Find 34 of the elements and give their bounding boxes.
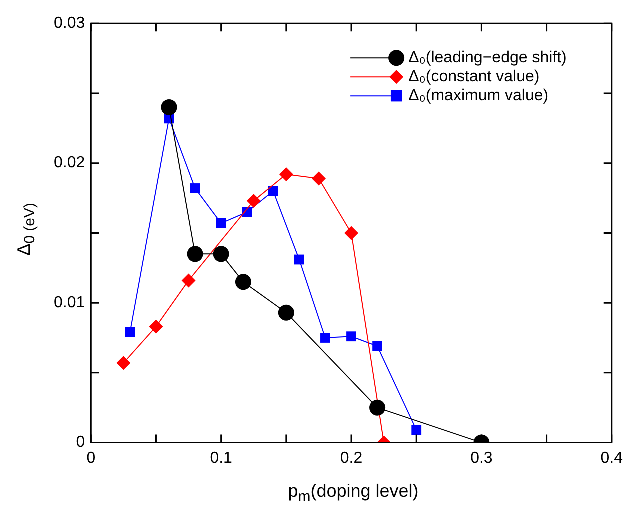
point (149, 320, 164, 334)
point (246, 194, 261, 208)
point (370, 400, 386, 416)
point (346, 332, 356, 342)
point (344, 226, 359, 240)
legend-label: Δ₀(constant value) (408, 68, 540, 86)
point (412, 425, 422, 436)
x-tick-label: 0.3 (470, 450, 493, 467)
point (279, 168, 294, 182)
point (213, 246, 230, 262)
point (187, 246, 204, 262)
x-tick-label: 0.2 (340, 450, 363, 467)
point (182, 274, 196, 288)
y-tick-label: 0.03 (54, 15, 86, 32)
y-tick-label: 0.01 (54, 294, 86, 312)
point (268, 186, 278, 196)
x-tick-label: 0.1 (210, 450, 233, 467)
point (372, 341, 382, 352)
x-axis-title: p$_{m}$(doping level) (287, 481, 420, 506)
point (278, 304, 294, 321)
point (216, 218, 226, 228)
legend-label: Δ₀(leading−edge shift) (408, 50, 567, 67)
y-tick-label: 0.02 (54, 154, 86, 172)
point (320, 333, 330, 343)
point (161, 99, 178, 116)
point (190, 184, 200, 194)
legend-label: Δ₀(maximum value) (408, 88, 549, 105)
point (125, 327, 136, 338)
point (312, 172, 326, 186)
point (235, 274, 252, 290)
x-tick-label: 0.4 (600, 450, 624, 467)
point (116, 356, 131, 370)
y-tick-label: 0 (76, 434, 86, 452)
point (294, 254, 304, 265)
